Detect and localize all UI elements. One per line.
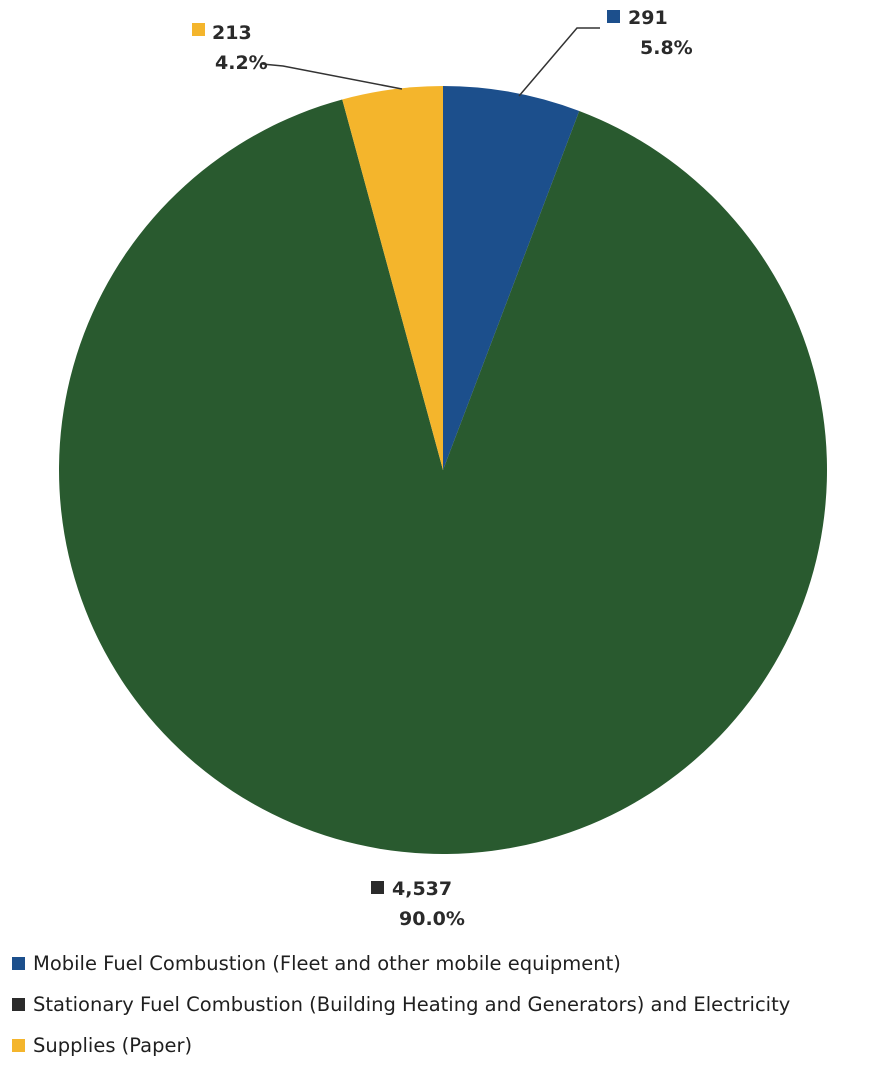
legend-label: Mobile Fuel Combustion (Fleet and other … bbox=[33, 952, 621, 975]
legend-item-3: Supplies (Paper) bbox=[12, 1025, 879, 1066]
legend-label: Supplies (Paper) bbox=[33, 1034, 193, 1057]
data-label-value-3: 213 bbox=[212, 22, 252, 44]
leader-line-3 bbox=[261, 63, 403, 90]
data-label-marker-3 bbox=[192, 23, 205, 36]
legend-swatch bbox=[12, 1039, 25, 1052]
data-label-percent-1: 5.8% bbox=[640, 37, 693, 59]
leader-lines bbox=[261, 27, 600, 97]
legend-label: Stationary Fuel Combustion (Building Hea… bbox=[33, 993, 791, 1016]
data-label-value-1: 291 bbox=[628, 7, 668, 29]
data-label-percent-2: 90.0% bbox=[399, 908, 465, 930]
data-label-percent-3: 4.2% bbox=[215, 52, 268, 74]
pie-slices bbox=[59, 86, 828, 854]
pie-slice-1 bbox=[443, 86, 580, 470]
legend-swatch bbox=[12, 998, 25, 1011]
data-labels: 291 5.8% 4,537 90.0% 213 4.2% bbox=[192, 7, 693, 930]
legend-item-2: Stationary Fuel Combustion (Building Hea… bbox=[12, 984, 879, 1025]
data-label-value-2: 4,537 bbox=[392, 878, 452, 900]
data-label-marker-2 bbox=[371, 881, 384, 894]
pie-slice-3 bbox=[342, 86, 443, 470]
legend: Mobile Fuel Combustion (Fleet and other … bbox=[12, 943, 879, 1066]
legend-item-1: Mobile Fuel Combustion (Fleet and other … bbox=[12, 943, 879, 984]
leader-line-1 bbox=[518, 27, 600, 97]
data-label-marker-1 bbox=[607, 10, 620, 23]
legend-swatch bbox=[12, 957, 25, 970]
pie-slice-2 bbox=[59, 99, 828, 854]
